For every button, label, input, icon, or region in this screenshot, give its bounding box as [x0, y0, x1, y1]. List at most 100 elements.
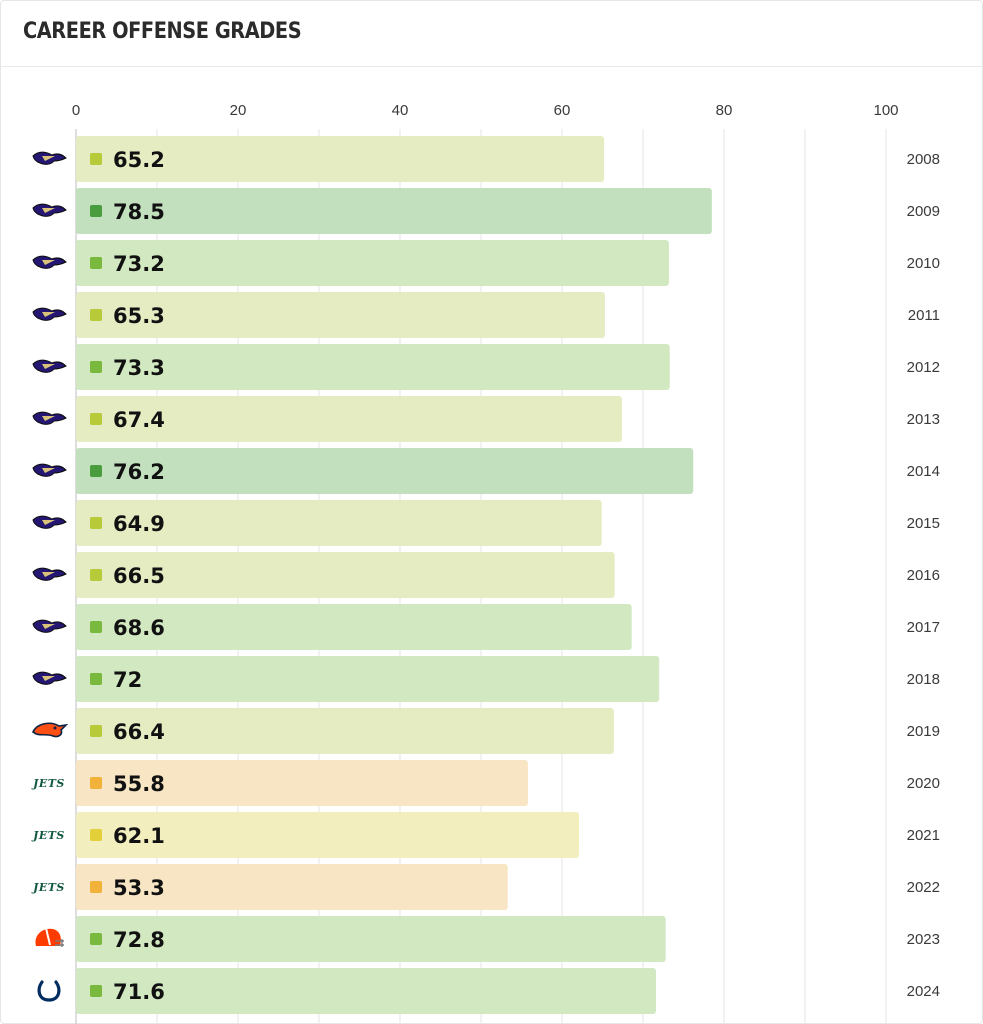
panel-header: CAREER OFFENSE GRADES: [1, 1, 983, 67]
bar-row: 72.8 2023: [35, 916, 940, 962]
grade-tier-dot: [90, 881, 102, 893]
bar-row: 67.4 2013: [32, 396, 940, 442]
season-year-label: 2016: [907, 567, 940, 584]
grade-value-label: 65.3: [113, 304, 165, 328]
bar-row: 66.5 2016: [32, 552, 940, 598]
jets-wordmark-logo: JETS: [31, 777, 65, 790]
season-year-label: 2019: [907, 723, 940, 740]
season-year-label: 2024: [907, 983, 940, 1000]
grade-tier-dot: [90, 777, 102, 789]
x-tick-label: 40: [392, 102, 409, 119]
grade-tier-dot: [90, 517, 102, 529]
grade-value-label: 73.2: [113, 252, 165, 276]
grade-tier-dot: [90, 985, 102, 997]
bar-row: 72 2018: [32, 656, 940, 702]
grade-bar: [76, 136, 605, 182]
ravens-logo-icon: [32, 411, 67, 425]
ravens-logo-icon: [32, 151, 67, 165]
browns-helmet-icon: [35, 927, 64, 947]
grade-bar: [76, 552, 615, 598]
ravens-logo-icon: [32, 567, 67, 581]
grade-bar: [76, 500, 602, 546]
offense-grades-chart: 0 20 40 60 80 100 65.2 2008 78.5 2009 73.2 2010 65.3…: [31, 102, 940, 1024]
grade-bar: [76, 604, 632, 650]
bar-row: 65.3 2011: [32, 292, 940, 338]
ravens-logo-icon: [32, 203, 67, 217]
bar-row: 65.2 2008: [32, 136, 940, 182]
grade-bar: [76, 812, 580, 858]
ravens-logo-icon: [32, 359, 67, 373]
grade-bar: [76, 396, 622, 442]
grade-tier-dot: [90, 465, 102, 477]
season-year-label: 2021: [907, 827, 940, 844]
ravens-accent-shape: [42, 312, 55, 317]
grade-value-label: 72.8: [113, 928, 165, 952]
jets-logo-icon: JETS: [31, 881, 65, 894]
grade-bar: [76, 760, 528, 806]
bar-row: 68.6 2017: [32, 604, 940, 650]
browns-helmet-stripe: [45, 927, 51, 946]
grade-bar: [76, 448, 694, 494]
ravens-logo-icon: [32, 255, 67, 269]
broncos-eye: [53, 726, 57, 730]
x-tick-label: 80: [716, 102, 733, 119]
season-year-label: 2020: [907, 775, 940, 792]
x-tick-label: 100: [873, 102, 898, 119]
bar-row: 78.5 2009: [32, 188, 940, 234]
season-year-label: 2015: [907, 515, 940, 532]
ravens-accent-shape: [42, 468, 55, 473]
season-year-label: 2012: [907, 359, 940, 376]
ravens-accent-shape: [42, 624, 55, 629]
ravens-accent-shape: [42, 156, 55, 161]
grade-tier-dot: [90, 621, 102, 633]
colts-horseshoe-shape: [37, 980, 61, 1002]
x-tick-label: 60: [554, 102, 571, 119]
bar-row: 66.4 2019: [32, 708, 940, 754]
grade-value-label: 53.3: [113, 876, 165, 900]
broncos-logo-icon: [32, 722, 69, 738]
bar-row: JETS 53.3 2022: [31, 864, 940, 910]
season-year-label: 2022: [907, 879, 940, 896]
ravens-logo-icon: [32, 515, 67, 529]
season-year-label: 2023: [907, 931, 940, 948]
jets-logo-icon: JETS: [31, 777, 65, 790]
ravens-accent-shape: [42, 208, 55, 213]
broncos-head-shape: [32, 722, 69, 738]
grade-tier-dot: [90, 933, 102, 945]
season-year-label: 2010: [907, 255, 940, 272]
bar-row: 64.9 2015: [32, 500, 940, 546]
bar-row: JETS 55.8 2020: [31, 760, 940, 806]
ravens-accent-shape: [42, 676, 55, 681]
grade-tier-dot: [90, 361, 102, 373]
ravens-accent-shape: [42, 520, 55, 525]
bar-row: 73.3 2012: [32, 344, 940, 390]
grade-value-label: 55.8: [113, 772, 165, 796]
chart-title: CAREER OFFENSE GRADES: [23, 19, 302, 44]
bar-row: 76.2 2014: [32, 448, 940, 494]
grade-value-label: 64.9: [113, 512, 165, 536]
grade-tier-dot: [90, 829, 102, 841]
season-year-label: 2009: [907, 203, 940, 220]
grade-tier-dot: [90, 673, 102, 685]
ravens-logo-icon: [32, 671, 67, 685]
grade-bar: [76, 188, 712, 234]
bar-row: JETS 62.1 2021: [31, 812, 940, 858]
x-tick-label: 20: [230, 102, 247, 119]
grade-value-label: 68.6: [113, 616, 165, 640]
season-year-label: 2018: [907, 671, 940, 688]
grade-bar: [76, 292, 605, 338]
grade-tier-dot: [90, 153, 102, 165]
colts-horseshoe-icon: [37, 980, 61, 1002]
jets-wordmark-logo: JETS: [31, 881, 65, 894]
grade-bar: [76, 240, 669, 286]
grade-value-label: 65.2: [113, 148, 165, 172]
season-year-label: 2013: [907, 411, 940, 428]
grade-value-label: 66.4: [113, 720, 165, 744]
grade-bar: [76, 916, 666, 962]
grade-bar: [76, 656, 660, 702]
season-year-label: 2014: [907, 463, 940, 480]
jets-logo-icon: JETS: [31, 829, 64, 842]
grade-value-label: 78.5: [113, 200, 165, 224]
ravens-accent-shape: [42, 572, 55, 577]
